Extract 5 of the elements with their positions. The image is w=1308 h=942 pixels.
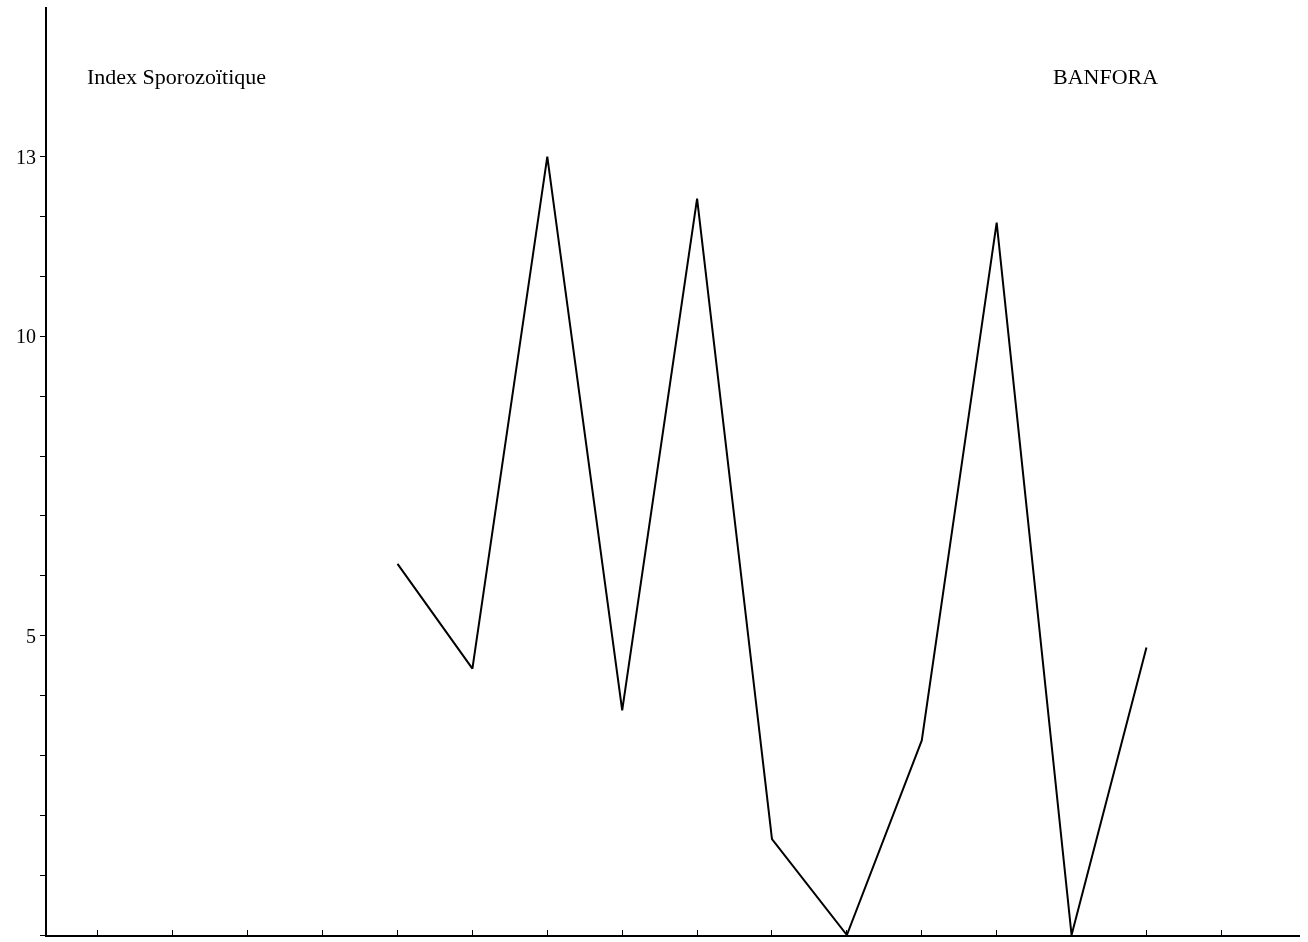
y-tick-label: 10: [16, 325, 36, 348]
y-tick-label: 5: [26, 624, 36, 647]
y-tick-label: 13: [16, 145, 36, 168]
y-axis-title: Index Sporozoïtique: [87, 64, 267, 89]
text: BANFORA: [1053, 64, 1159, 89]
